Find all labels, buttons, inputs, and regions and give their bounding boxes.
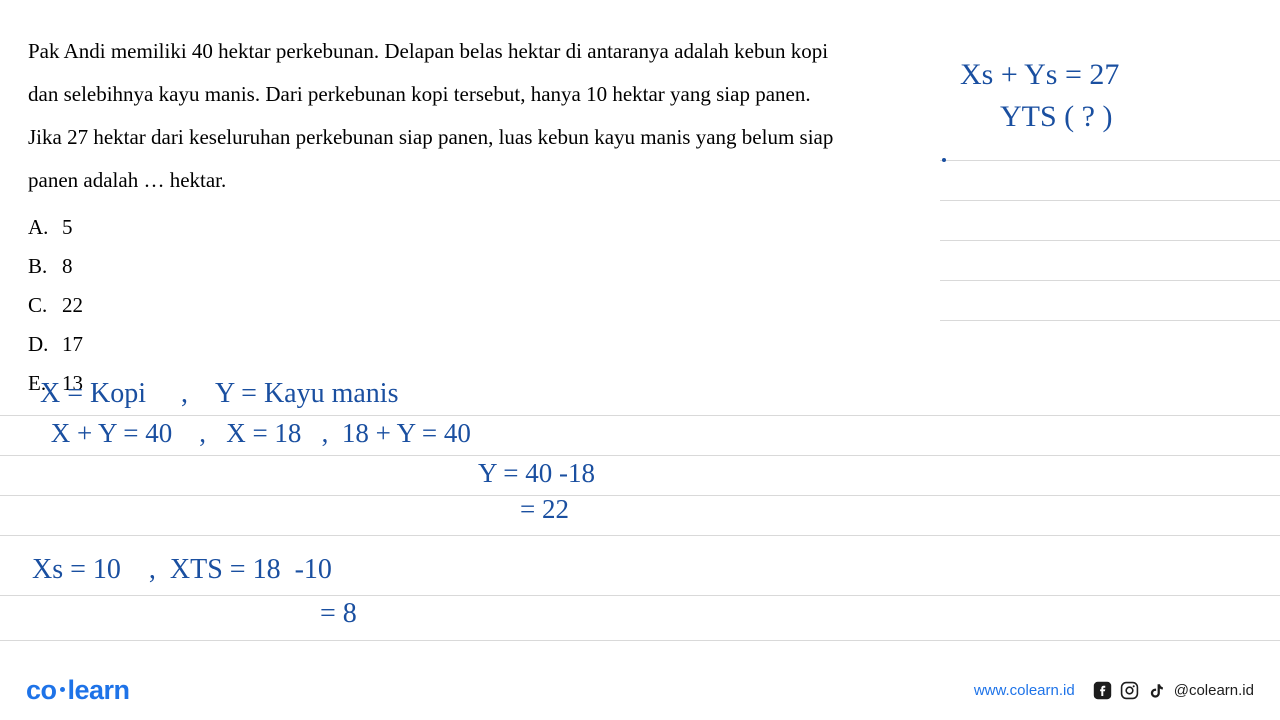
hw-eq-topright-2: YTS ( ? ): [1000, 100, 1112, 134]
question-line-1: Pak Andi memiliki 40 hektar perkebunan. …: [28, 30, 938, 73]
social-icons: @colearn.id: [1093, 681, 1254, 701]
hw-eq-row: X + Y = 40 , X = 18 , 18 + Y = 40: [44, 418, 471, 449]
hw-dot: [942, 158, 946, 162]
option-c: C. 22: [28, 286, 1252, 325]
instagram-icon[interactable]: [1120, 681, 1140, 701]
page: Pak Andi memiliki 40 hektar perkebunan. …: [0, 0, 1280, 720]
options-list: A. 5 B. 8 C. 22 D. 17 E. 13: [28, 208, 1252, 402]
question-line-4: panen adalah … hektar.: [28, 159, 938, 202]
hw-xts-result: = 8: [320, 598, 357, 630]
hw-eq-topright-1: Xs + Ys = 27: [960, 58, 1119, 92]
footer: colearn www.colearn.id @colearn.id: [0, 675, 1280, 706]
hw-y-calc: Y = 40 -18: [478, 458, 595, 489]
social-handle: @colearn.id: [1174, 682, 1254, 699]
hw-xs-row: Xs = 10 , XTS = 18 -10: [32, 554, 332, 586]
option-d: D. 17: [28, 325, 1252, 364]
website-url[interactable]: www.colearn.id: [974, 682, 1075, 699]
question-line-3: Jika 27 hektar dari keseluruhan perkebun…: [28, 116, 938, 159]
facebook-icon[interactable]: [1093, 681, 1113, 701]
tiktok-icon[interactable]: [1147, 681, 1167, 701]
logo-suffix: learn: [68, 675, 130, 705]
hw-y-result: = 22: [520, 494, 569, 525]
question-line-2: dan selebihnya kayu manis. Dari perkebun…: [28, 73, 938, 116]
hw-def-xy: X = Kopi , Y = Kayu manis: [40, 378, 398, 410]
option-a: A. 5: [28, 208, 1252, 247]
logo-dot-icon: [60, 687, 65, 692]
question-text: Pak Andi memiliki 40 hektar perkebunan. …: [28, 30, 938, 202]
logo-prefix: co: [26, 675, 57, 705]
footer-right: www.colearn.id @colearn.id: [974, 681, 1254, 701]
logo: colearn: [26, 675, 130, 706]
